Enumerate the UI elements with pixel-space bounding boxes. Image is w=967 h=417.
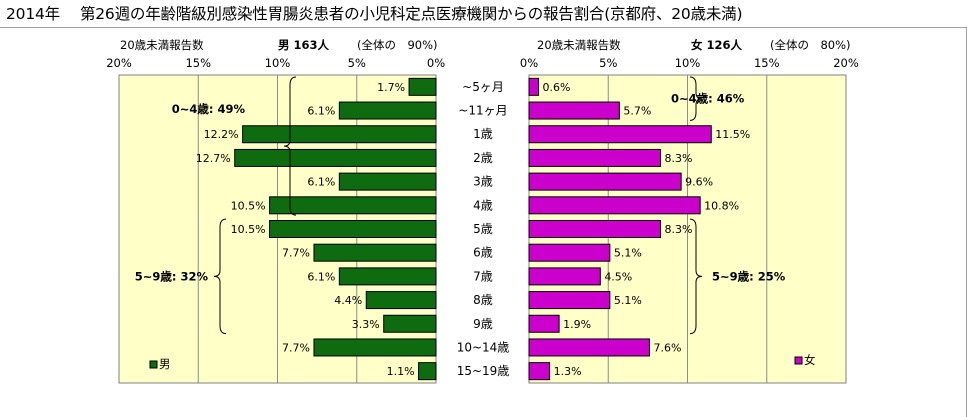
male-bar [338, 267, 437, 286]
male-bar [338, 172, 437, 191]
male-annotation-5-9: 5~9歳: 32% [135, 269, 209, 283]
male-x-tick-label: 0% [427, 56, 445, 70]
female-data-label: 5.1% [614, 247, 642, 260]
category-label: 5歳 [473, 222, 493, 236]
male-x-tick-label: 15% [185, 56, 211, 70]
female-bar [528, 148, 662, 167]
male-bar [234, 148, 437, 167]
female-data-label: 5.7% [623, 105, 651, 118]
female-bar [528, 267, 601, 286]
male-x-tick-label: 20% [106, 56, 132, 70]
male-data-label: 10.5% [231, 223, 266, 236]
male-brace-0-4 [283, 76, 297, 216]
female-data-label: 10.8% [704, 199, 739, 212]
female-legend-swatch [794, 356, 803, 365]
female-bar [528, 362, 551, 381]
female-data-label: 1.9% [563, 318, 591, 331]
male-bar [269, 220, 437, 238]
male-bar [242, 125, 437, 144]
female-bar [528, 77, 540, 96]
male-x-tick-label: 5% [348, 56, 366, 70]
category-label: ~5ヶ月 [462, 80, 504, 94]
category-label: 7歳 [473, 269, 493, 283]
female-annotation-5-9: 5~9歳: 25% [712, 269, 786, 283]
male-legend-label: 男 [159, 357, 171, 371]
male-brace-5-9 [213, 218, 227, 335]
female-bar [528, 291, 611, 310]
category-label: 1歳 [473, 127, 493, 141]
female-bar [528, 220, 662, 238]
female-data-label: 0.6% [543, 81, 571, 94]
female-bar [528, 196, 701, 215]
female-data-label: 11.5% [715, 128, 750, 141]
male-share-label: (全体の 90%) [357, 38, 438, 52]
male-bar [338, 101, 437, 120]
female-x-tick-label: 5% [599, 56, 617, 70]
female-data-label: 8.3% [665, 223, 693, 236]
male-data-label: 12.2% [204, 128, 239, 141]
female-x-tick-label: 20% [833, 56, 859, 70]
category-label: 10~14歳 [457, 340, 510, 354]
female-data-label: 4.5% [604, 270, 632, 283]
female-subtitle: 20歳未満報告数 [537, 38, 621, 52]
female-bar [528, 338, 650, 357]
category-labels: ~5ヶ月 ~11ヶ月 1歳 2歳 3歳 4歳 5歳 6歳 7歳 8歳 9歳 10~14歳 15~19歳 [457, 80, 510, 378]
female-bar [528, 172, 682, 191]
male-count-label: 男 163人 [278, 38, 330, 52]
female-brace-5-9 [689, 218, 703, 335]
male-bar [365, 291, 437, 310]
male-data-label: 12.7% [196, 152, 231, 165]
category-label: 3歳 [473, 175, 493, 189]
female-data-label: 7.6% [653, 341, 681, 354]
male-panel: 0% 5% 10% 15% 20% 1.7% 6.1% 12.2% 12.7% 6.1% 10.5%… [106, 56, 445, 384]
male-bar [269, 196, 437, 215]
male-data-label: 6.1% [307, 176, 335, 189]
female-share-label: (全体の 80%) [770, 38, 851, 52]
category-label: 6歳 [473, 246, 493, 260]
female-x-tick-label: 10% [675, 56, 701, 70]
male-data-label: 6.1% [307, 105, 335, 118]
male-data-label: 10.5% [231, 199, 266, 212]
female-x-tick-label: 15% [754, 56, 780, 70]
female-count-label: 女 126人 [691, 38, 743, 52]
category-label: 4歳 [473, 198, 493, 212]
category-label: 9歳 [473, 317, 493, 331]
male-x-tick-label: 10% [265, 56, 291, 70]
male-data-label: 4.4% [334, 294, 362, 307]
male-data-label: 1.7% [377, 81, 405, 94]
female-data-label: 8.3% [665, 152, 693, 165]
category-label: 2歳 [473, 151, 493, 165]
female-bar [528, 243, 611, 262]
category-label: ~11ヶ月 [458, 104, 507, 118]
male-bar [383, 314, 437, 333]
male-bar [418, 362, 437, 381]
male-data-label: 7.7% [282, 247, 310, 260]
female-bar [528, 101, 620, 120]
male-bar [313, 338, 437, 357]
female-bar [528, 314, 560, 333]
male-data-label: 1.1% [387, 365, 415, 378]
female-data-label: 5.1% [614, 294, 642, 307]
female-data-label: 1.3% [554, 365, 582, 378]
female-bar [528, 125, 712, 144]
female-x-tick-label: 0% [520, 56, 538, 70]
male-data-label: 7.7% [282, 341, 310, 354]
male-legend-swatch [149, 360, 158, 369]
chart-title: 2014年 第26週の年齢階級別感染性胃腸炎患者の小児科定点医療機関からの報告割… [6, 5, 743, 23]
frame-top [0, 27, 967, 28]
male-annotation-0-4: 0~4歳: 49% [172, 102, 246, 116]
category-label: 15~19歳 [457, 364, 510, 378]
female-panel: 0% 5% 10% 15% 20% 0.6% 5.7% 11.5% 8.3% 9.6% 10.8% 8… [520, 56, 859, 384]
female-annotation-0-4: 0~4歳: 46% [671, 92, 745, 106]
category-label: 8歳 [473, 293, 493, 307]
male-bar [313, 243, 437, 262]
male-data-label: 3.3% [352, 318, 380, 331]
male-subtitle: 20歳未満報告数 [120, 38, 204, 52]
female-brace-0-4 [689, 76, 703, 121]
male-bar [408, 77, 437, 96]
female-data-label: 9.6% [685, 176, 713, 189]
male-data-label: 6.1% [307, 270, 335, 283]
female-legend-label: 女 [804, 353, 816, 367]
